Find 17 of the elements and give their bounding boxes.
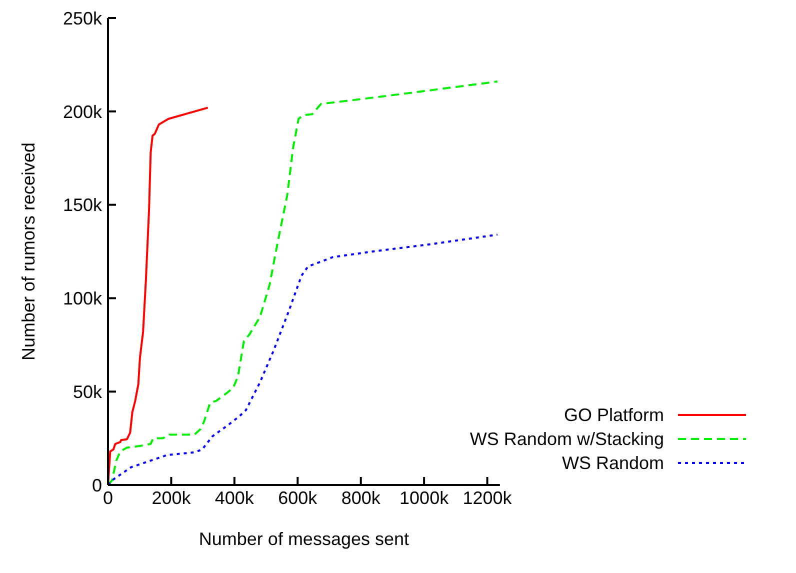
x-tick-label: 400k <box>214 488 255 508</box>
x-tick-label: 200k <box>152 488 192 508</box>
x-tick-label: 800k <box>341 488 382 508</box>
x-axis-title: Number of messages sent <box>198 529 410 549</box>
y-tick-label: 0 <box>92 475 102 496</box>
y-tick-label: 50k <box>72 382 103 402</box>
legend-label: WS Random w/Stacking <box>470 428 664 450</box>
x-tick-label: 1000k <box>400 488 450 508</box>
x-tick-label: 600k <box>278 488 318 508</box>
legend-label: WS Random <box>562 452 664 474</box>
y-axis-title: Number of rumors received <box>18 142 38 361</box>
y-tick-label: 150k <box>62 195 103 216</box>
legend-label: GO Platform <box>564 404 664 426</box>
y-tick-label: 250k <box>62 8 103 28</box>
y-tick-label: 100k <box>62 288 103 309</box>
x-tick-label: 1200k <box>462 488 513 508</box>
y-tick-label: 200k <box>62 102 103 122</box>
